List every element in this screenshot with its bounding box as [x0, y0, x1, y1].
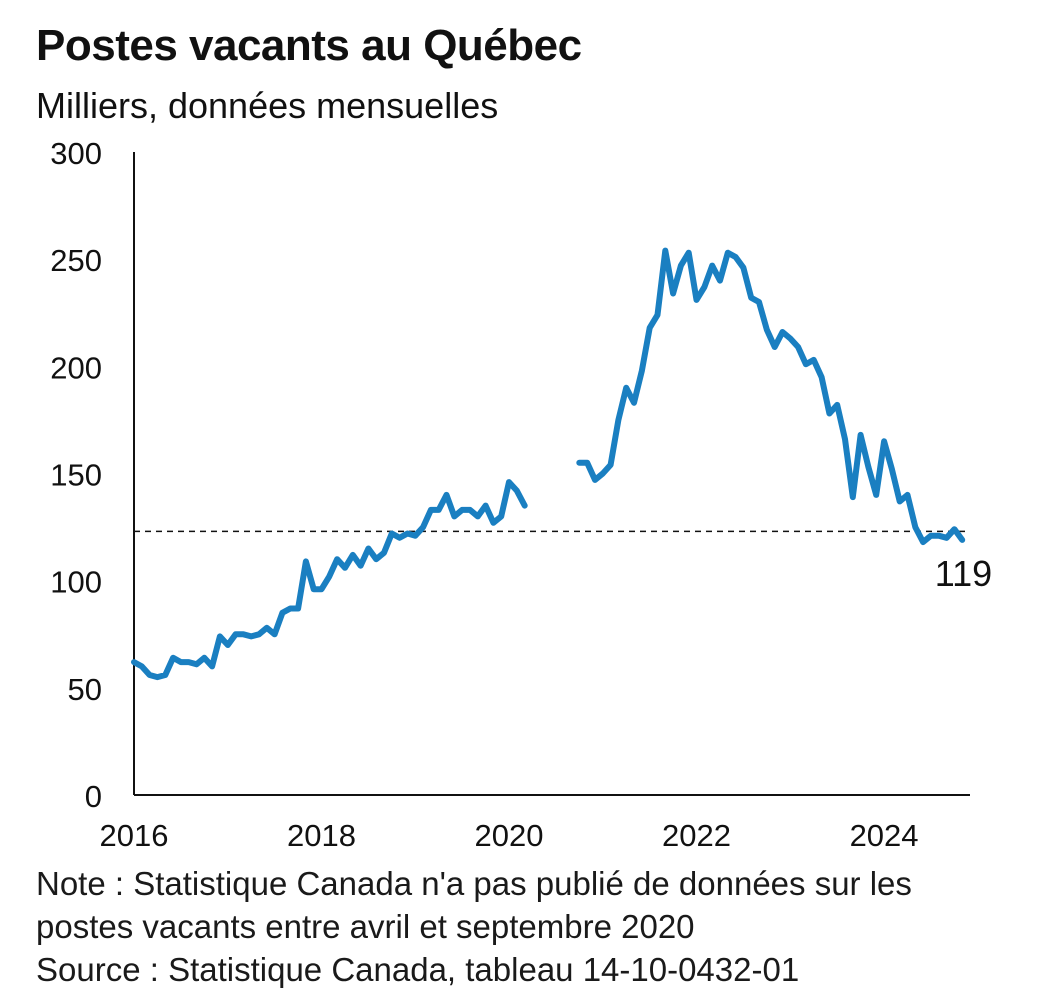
- y-tick-label: 50: [68, 672, 102, 707]
- x-tick-label: 2024: [850, 818, 919, 853]
- note-line-2: postes vacants entre avril et septembre …: [36, 908, 695, 945]
- x-tick-label: 2022: [662, 818, 731, 853]
- y-tick-label: 200: [50, 350, 102, 385]
- source-line: Source : Statistique Canada, tableau 14-…: [36, 951, 800, 988]
- chart-subtitle: Milliers, données mensuelles: [36, 85, 499, 126]
- y-tick-label: 250: [50, 243, 102, 278]
- series-line: [131, 479, 528, 681]
- x-tick-label: 2016: [100, 818, 169, 853]
- chart-notes: Note : Statistique Canada n'a pas publié…: [36, 862, 912, 991]
- end-value-label: 119: [935, 553, 992, 594]
- x-tick-label: 2020: [475, 818, 544, 853]
- y-tick-label: 300: [50, 136, 102, 171]
- chart-title: Postes vacants au Québec: [36, 21, 582, 70]
- x-tick-label: 2018: [287, 818, 356, 853]
- note-line-1: Note : Statistique Canada n'a pas publié…: [36, 865, 912, 902]
- series-line: [576, 247, 966, 546]
- y-tick-label: 100: [50, 565, 102, 600]
- y-tick-label: 0: [85, 779, 102, 814]
- y-tick-label: 150: [50, 458, 102, 493]
